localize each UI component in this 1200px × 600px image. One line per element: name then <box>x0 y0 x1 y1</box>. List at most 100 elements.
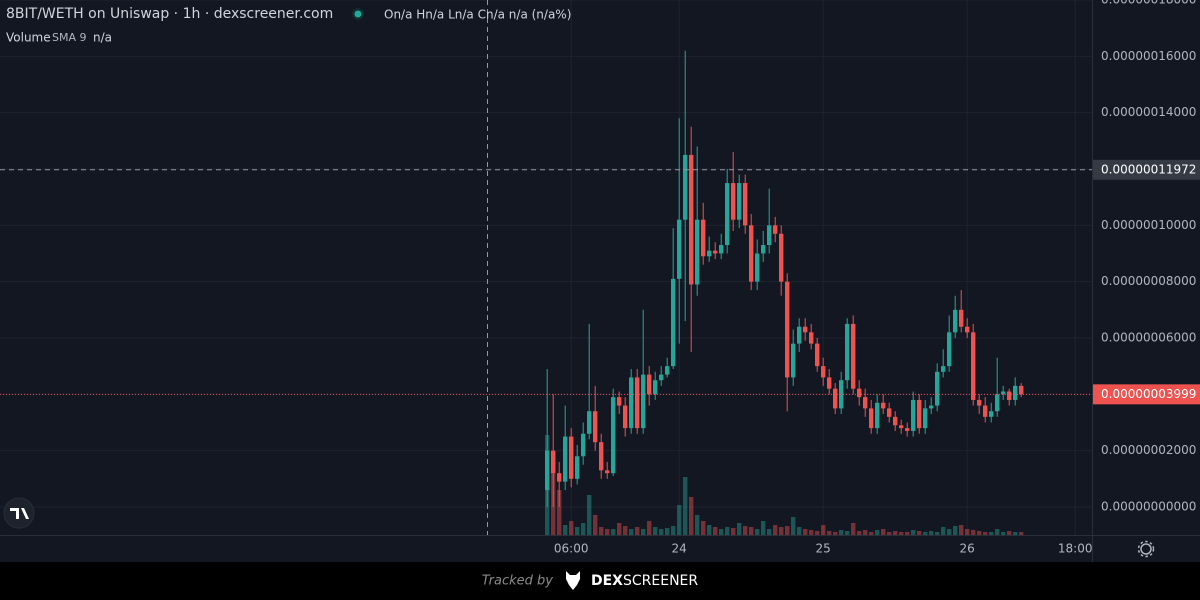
volume-label: Volume <box>6 31 51 45</box>
last-price-box <box>1093 384 1200 405</box>
volume-bar <box>611 529 616 535</box>
volume-bar <box>845 531 850 535</box>
candle-body <box>863 397 868 409</box>
volume-bar <box>941 527 946 535</box>
candle-body <box>905 428 910 431</box>
y-tick-label: 0.00000018000 <box>1101 0 1196 7</box>
volume-sma: SMA 9 <box>52 31 87 44</box>
volume-bar <box>917 531 922 535</box>
candle-body <box>569 436 574 479</box>
candle-body <box>581 433 586 457</box>
volume-bar <box>779 527 784 535</box>
candle-body <box>983 405 988 417</box>
volume-bar <box>593 515 598 535</box>
candle-body <box>755 253 760 282</box>
volume-bar <box>899 532 904 535</box>
candle-body <box>857 388 862 398</box>
volume-bar <box>833 532 838 535</box>
settings-icon[interactable] <box>1137 540 1155 558</box>
volume-bar <box>569 521 574 535</box>
candle-body <box>827 377 832 389</box>
candle-body <box>779 233 784 282</box>
volume-bar <box>983 532 988 535</box>
volume-bar <box>869 532 874 535</box>
volume-bar <box>707 525 712 535</box>
x-tick-label: 26 <box>960 542 975 556</box>
candle-body <box>725 183 730 246</box>
x-tick-label: 06:00 <box>554 542 589 556</box>
candles <box>545 50 1024 507</box>
volume-bar <box>815 531 820 535</box>
candle-body <box>623 405 628 429</box>
gear-teeth[interactable] <box>1137 540 1155 558</box>
candle-body <box>953 309 958 333</box>
candle-body <box>593 411 598 443</box>
candle-body <box>641 374 646 429</box>
volume-bar <box>1013 532 1018 535</box>
candle-body <box>749 225 754 282</box>
volume-bar <box>659 529 664 535</box>
volume-bar <box>647 521 652 535</box>
candle-body <box>677 219 682 279</box>
volume-bar <box>695 515 700 535</box>
volume-bar <box>677 505 682 535</box>
candle-body <box>881 402 886 409</box>
volume-bar <box>641 529 646 535</box>
volume-value: n/a <box>93 31 112 45</box>
volume-bar <box>821 525 826 535</box>
volume-bar <box>857 531 862 535</box>
candle-body <box>635 377 640 429</box>
candle-body <box>617 397 622 406</box>
candle-body <box>629 377 634 429</box>
volume-bar <box>725 527 730 535</box>
volume-bar <box>623 526 628 535</box>
candle-body <box>719 245 724 254</box>
candle-body <box>713 250 718 254</box>
candle-body <box>941 366 946 372</box>
volume-bar <box>1019 532 1024 535</box>
tradingview-logo <box>3 497 35 529</box>
volume-bar <box>791 517 796 535</box>
brand-bold: DEX <box>591 573 623 589</box>
candle-body <box>995 394 1000 412</box>
volume-bar <box>713 527 718 535</box>
volume-bar <box>881 529 886 535</box>
gear[interactable] <box>1140 543 1152 555</box>
candle-body <box>929 405 934 409</box>
dexscreener-logo <box>566 571 580 590</box>
candle-body <box>689 154 694 285</box>
ohlc-legend: On/a Hn/a Ln/a Cn/a n/a (n/a%) <box>384 8 571 22</box>
candle-body <box>803 326 808 333</box>
candle-body <box>887 408 892 417</box>
volume-bar <box>689 497 694 535</box>
volume-bar <box>575 527 580 535</box>
volume-bar <box>719 529 724 535</box>
volume-bar <box>629 529 634 535</box>
volume-bar <box>809 530 814 535</box>
volume-bar <box>563 525 568 535</box>
candle-body <box>605 470 610 474</box>
volume-bar <box>1001 532 1006 535</box>
candle-body <box>575 456 580 479</box>
volume-bar <box>995 529 1000 535</box>
y-tick-label: 0.00000010000 <box>1101 218 1196 232</box>
candle-body <box>947 332 952 367</box>
volume-bar <box>863 530 868 535</box>
candle-body <box>737 183 742 220</box>
volume-bar <box>683 477 688 535</box>
candle-body <box>989 411 994 417</box>
volume-bar <box>935 532 940 535</box>
candle-body <box>611 397 616 474</box>
volume-bar <box>755 529 760 535</box>
volume-bar <box>731 528 736 535</box>
x-tick-label: 24 <box>672 542 687 556</box>
volume-bar <box>785 526 790 535</box>
volume-bar <box>1007 531 1012 535</box>
volume-bar <box>839 530 844 535</box>
candle-body <box>695 219 700 285</box>
volume-bar <box>989 532 994 535</box>
volume-bar <box>749 527 754 535</box>
volume-bar <box>905 532 910 535</box>
volume-bar <box>875 530 880 535</box>
